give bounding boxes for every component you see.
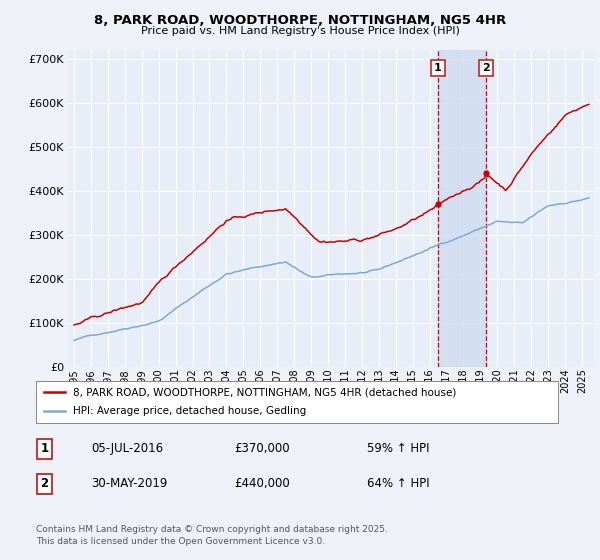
Text: £370,000: £370,000 bbox=[235, 442, 290, 455]
Text: 2: 2 bbox=[40, 477, 49, 490]
Text: 1: 1 bbox=[40, 442, 49, 455]
Text: £440,000: £440,000 bbox=[235, 477, 290, 490]
Text: 2: 2 bbox=[482, 63, 490, 73]
Text: 59% ↑ HPI: 59% ↑ HPI bbox=[367, 442, 430, 455]
Text: 05-JUL-2016: 05-JUL-2016 bbox=[91, 442, 163, 455]
Text: Contains HM Land Registry data © Crown copyright and database right 2025.
This d: Contains HM Land Registry data © Crown c… bbox=[36, 525, 388, 546]
Text: 30-MAY-2019: 30-MAY-2019 bbox=[91, 477, 167, 490]
Text: 8, PARK ROAD, WOODTHORPE, NOTTINGHAM, NG5 4HR: 8, PARK ROAD, WOODTHORPE, NOTTINGHAM, NG… bbox=[94, 14, 506, 27]
Text: 1: 1 bbox=[434, 63, 442, 73]
Text: HPI: Average price, detached house, Gedling: HPI: Average price, detached house, Gedl… bbox=[73, 407, 306, 417]
Text: 64% ↑ HPI: 64% ↑ HPI bbox=[367, 477, 430, 490]
Bar bbox=[438, 50, 486, 367]
Text: Price paid vs. HM Land Registry's House Price Index (HPI): Price paid vs. HM Land Registry's House … bbox=[140, 26, 460, 36]
Text: 8, PARK ROAD, WOODTHORPE, NOTTINGHAM, NG5 4HR (detached house): 8, PARK ROAD, WOODTHORPE, NOTTINGHAM, NG… bbox=[73, 387, 456, 397]
